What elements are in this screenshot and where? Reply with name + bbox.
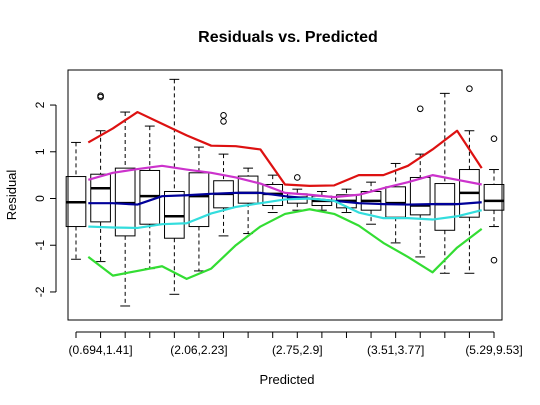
x-tick-label: (5.29,9.53] [465,343,522,357]
box-18 [483,135,505,264]
outlier-point [97,92,104,100]
box-iqr [434,183,456,231]
outlier-point [220,112,227,119]
box-iqr [483,183,505,211]
series-line-5 [87,208,483,280]
outlier-point [490,135,498,142]
y-axis-label: Residual [4,170,19,221]
chart-title: Residuals vs. Predicted [198,29,378,46]
outlier-point [466,85,473,92]
box-16 [434,92,456,274]
x-tick-label: (2.06,2.23] [170,343,227,357]
y-tick-label: 1 [33,148,47,155]
y-tick-label: 2 [33,101,47,108]
series-line-1 [87,110,483,187]
x-tick-label: (2.75,2.9] [272,343,323,357]
box-3 [114,111,136,307]
outlier-point [293,174,301,181]
box-iqr [409,176,431,216]
box-2 [90,92,111,263]
x-tick-label: (3.51,3.77] [367,343,424,357]
plot-frame [67,69,503,321]
box-6 [188,146,210,272]
box-5 [164,78,185,295]
x-tick-label: (0.694,1.41] [69,343,133,357]
axes-layer: -2 -1 0 1 2 (0.694,1.41] (2.06,2.23] (2.75,2.9]… [33,101,523,357]
outlier-point [416,105,424,113]
box-1 [65,141,87,260]
outlier-point [490,256,498,264]
box-iqr [237,175,259,204]
x-axis-label: Predicted [260,372,315,387]
box-iqr [164,190,185,239]
series-line-2 [87,164,482,199]
series-line-3 [88,191,482,206]
box-17 [459,85,480,274]
outlier-point [220,118,227,125]
series-line-4 [88,197,482,230]
box-iqr [188,172,210,228]
y-tick-label: 0 [33,195,47,202]
smooth-lines-layer [87,110,483,280]
y-tick-label: -1 [33,240,47,251]
box-iqr [90,173,111,223]
y-tick-label: -2 [33,286,47,297]
